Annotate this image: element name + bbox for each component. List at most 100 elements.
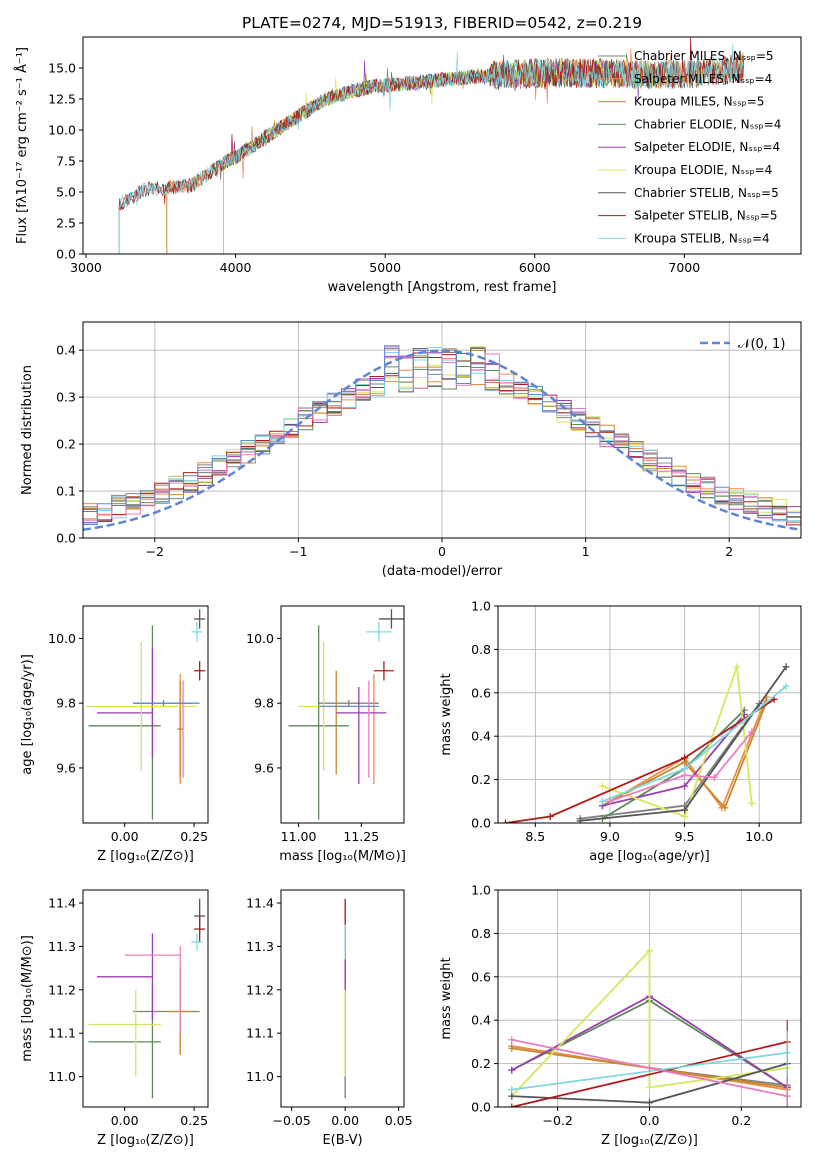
y-tick-label: 10.0 <box>48 123 76 138</box>
x-axis-label: (data-model)/error <box>382 564 503 579</box>
plot-area <box>83 345 801 532</box>
x-tick-label: −0.2 <box>543 1113 573 1128</box>
series-line <box>511 948 788 1097</box>
panel-residuals: −2 −1 0 1 2 0.0 0.1 0.2 0.3 0.4 (data-model)/error… <box>20 321 802 579</box>
y-tick-label: 0.4 <box>56 343 76 358</box>
x-tick-label: 0 <box>438 544 446 559</box>
x-tick-label: 10.0 <box>745 829 773 844</box>
x-axis-label: mass [log₁₀(M/M⊙)] <box>279 849 406 864</box>
y-tick-label: 2.5 <box>56 216 76 231</box>
y-tick-label: 0.4 <box>471 1013 491 1028</box>
y-tick-label: 9.6 <box>56 760 76 775</box>
plot-area <box>501 663 790 823</box>
legend-entry: Kroupa MILES, Nₛₛₚ=5 <box>634 95 764 109</box>
legend-entry: Salpeter STELIB, Nₛₛₚ=5 <box>634 209 778 223</box>
x-axis-label: Z [log₁₀(Z/Z⊙)] <box>97 1133 194 1148</box>
x-axis-label: Z [log₁₀(Z/Z⊙)] <box>97 849 194 864</box>
panel-spectrum: 3000 4000 5000 6000 7000 0.0 2.5 5.0 7.5 10.0 12.5… <box>14 36 802 295</box>
y-tick-label: 1.0 <box>471 599 491 614</box>
error-bar-point <box>318 699 379 707</box>
y-tick-label: 15.0 <box>48 61 76 76</box>
x-tick-label: 0.25 <box>180 1113 208 1128</box>
legend-entry: Chabrier MILES, Nₛₛₚ=5 <box>634 49 774 63</box>
y-tick-label: 12.5 <box>48 92 76 107</box>
y-axis-label: Flux [fλ10⁻¹⁷ erg cm⁻² s⁻¹ Å⁻¹] <box>14 47 30 244</box>
axes-frame <box>82 889 209 1108</box>
plot-area <box>288 609 404 820</box>
legend-entry: Salpeter ELODIE, Nₛₛₚ=4 <box>634 140 780 154</box>
spectrum-series-line <box>118 43 744 254</box>
x-tick-label: 9.0 <box>600 829 620 844</box>
y-axis-label: mass [log₁₀(M/M⊙)] <box>20 935 35 1062</box>
y-tick-label: 11.1 <box>48 1026 76 1041</box>
y-tick-label: 9.6 <box>254 760 274 775</box>
axes-frame <box>497 605 802 824</box>
x-axis-label: age [log₁₀(age/yr)] <box>589 849 710 864</box>
y-tick-label: 0.2 <box>471 1056 491 1071</box>
x-tick-label: −0.05 <box>273 1113 311 1128</box>
y-tick-label: 0.0 <box>471 816 491 831</box>
legend-entry: 𝒩(0, 1) <box>738 337 785 352</box>
error-bar-point <box>366 622 392 642</box>
y-tick-label: 9.8 <box>56 696 76 711</box>
y-tick-label: 11.1 <box>246 1026 274 1041</box>
x-tick-label: 0.0 <box>640 1113 660 1128</box>
x-tick-label: 0.00 <box>111 1113 139 1128</box>
legend-entry: Chabrier STELIB, Nₛₛₚ=5 <box>634 186 779 200</box>
y-tick-label: 11.4 <box>48 896 76 911</box>
y-axis-label: mass weight <box>439 673 454 755</box>
y-tick-label: 0.2 <box>471 772 491 787</box>
legend-entry: Salpeter MILES, Nₛₛₚ=4 <box>634 72 772 86</box>
y-tick-label: 0.8 <box>471 926 491 941</box>
panel-massweight-vs-age: 8.5 9.0 9.5 10.0 0.0 0.2 0.4 0.6 0.8 1.0 age [log₁… <box>439 599 802 864</box>
x-tick-label: −2 <box>146 544 164 559</box>
error-bar-point <box>378 609 404 629</box>
x-tick-label: 6000 <box>519 260 551 275</box>
series-line <box>511 1041 788 1107</box>
x-tick-label: 4000 <box>220 260 252 275</box>
series-line <box>505 698 775 823</box>
x-tick-label: 0.00 <box>331 1113 359 1128</box>
x-tick-label: 11.00 <box>281 829 317 844</box>
x-tick-label: 8.5 <box>525 829 545 844</box>
x-tick-label: 7000 <box>668 260 700 275</box>
panels: 3000 4000 5000 6000 70000.02.55.07.510.012.5… <box>14 36 802 1148</box>
error-bar-point <box>191 933 203 951</box>
plot-area <box>508 947 791 1107</box>
panel-age-vs-mass: 11.00 11.25 9.6 9.8 10.0 mass [log₁₀(M/M⊙)] <box>246 605 406 864</box>
x-tick-label: 9.5 <box>675 829 695 844</box>
x-tick-label: 0.00 <box>111 829 139 844</box>
y-tick-label: 0.6 <box>471 685 491 700</box>
panel-mass-vs-ebv: −0.05 0.00 0.05 11.0 11.1 11.2 11.3 11.4 E(B-V) <box>246 889 413 1148</box>
legend-entry: Kroupa STELIB, Nₛₛₚ=4 <box>634 231 770 245</box>
error-bar-point <box>177 680 183 778</box>
y-axis-label: Normed distribution <box>20 365 35 495</box>
figure-title: PLATE=0274, MJD=51913, FIBERID=0542, z=0… <box>242 14 642 32</box>
x-tick-label: 0.05 <box>385 1113 413 1128</box>
error-bar-point <box>191 622 203 642</box>
y-axis-label: mass weight <box>439 957 454 1039</box>
y-tick-label: 11.3 <box>48 939 76 954</box>
legend-entry: Chabrier ELODIE, Nₛₛₚ=4 <box>634 117 781 131</box>
y-tick-label: 11.2 <box>246 982 274 997</box>
x-tick-label: 0.25 <box>180 829 208 844</box>
y-tick-label: 0.2 <box>56 437 76 452</box>
plot-area <box>85 609 206 820</box>
x-tick-label: 2 <box>725 544 733 559</box>
x-axis-label: Z [log₁₀(Z/Z⊙)] <box>601 1133 698 1148</box>
y-tick-label: 0.6 <box>471 969 491 984</box>
x-tick-label: 3000 <box>70 260 102 275</box>
y-tick-label: 7.5 <box>56 154 76 169</box>
y-tick-label: 0.1 <box>56 484 76 499</box>
y-tick-label: 10.0 <box>246 631 274 646</box>
y-tick-label: 0.3 <box>56 390 76 405</box>
error-bar-point <box>194 609 206 629</box>
x-axis-label: wavelength [Angstrom, rest frame] <box>328 280 557 295</box>
panel-mass-vs-z: 0.00 0.25 11.0 11.1 11.2 11.3 11.4 Z [log₁₀(Z/Z… <box>20 889 209 1148</box>
y-tick-label: 0.0 <box>471 1100 491 1115</box>
y-tick-label: 0.8 <box>471 642 491 657</box>
error-bar-point <box>194 916 206 943</box>
y-tick-label: 10.0 <box>48 631 76 646</box>
plot-area <box>88 898 206 1099</box>
y-axis-label: age [log₁₀(age/yr)] <box>20 654 35 775</box>
